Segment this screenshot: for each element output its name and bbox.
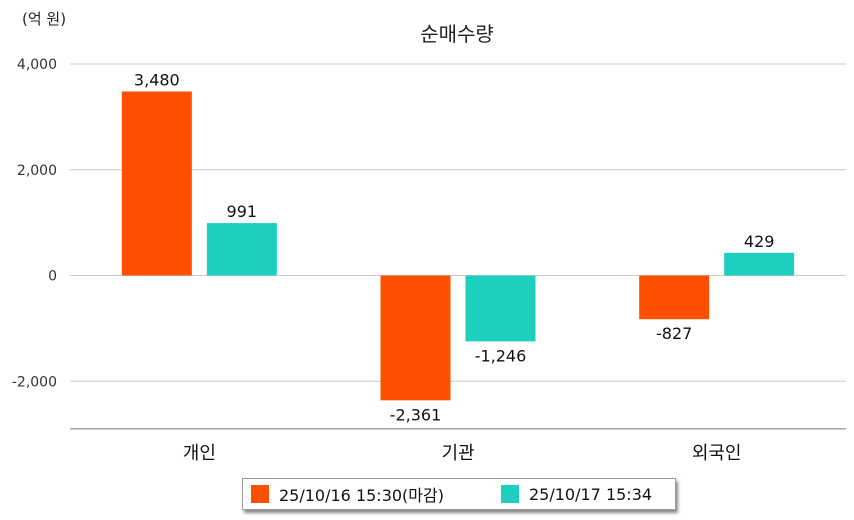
legend-item-series-1[interactable]: 25/10/16 15:30(마감) xyxy=(251,479,444,509)
legend-swatch-series-1 xyxy=(251,485,269,503)
bar-2-1 xyxy=(206,223,277,276)
legend-label-series-1: 25/10/16 15:30(마감) xyxy=(279,486,444,505)
legend: 25/10/16 15:30(마감) 25/10/17 15:34 xyxy=(242,478,676,510)
bar-2-2 xyxy=(465,275,536,342)
legend-label-series-2: 25/10/17 15:34 xyxy=(529,484,653,504)
legend-swatch-series-2 xyxy=(501,485,519,503)
y-tick-label: 0 xyxy=(48,269,57,285)
legend-item-series-2[interactable]: 25/10/17 15:34 xyxy=(501,479,652,509)
bar-1-1 xyxy=(121,91,192,276)
x-tick-label: 기관 xyxy=(441,443,474,464)
data-label: 3,480 xyxy=(134,70,180,89)
data-label: -827 xyxy=(656,324,692,343)
data-label: 429 xyxy=(744,232,775,251)
bar-2-3 xyxy=(724,252,795,276)
y-tick-label: -2,000 xyxy=(12,374,57,390)
bar-chart: 4,000 2,000 0 -2,000 3,480 991 개인 -2,361 -1,246 기… xyxy=(12,57,846,464)
data-label: -1,246 xyxy=(475,346,527,365)
chart-title: 순매수량 xyxy=(420,22,494,46)
x-tick-label: 외국인 xyxy=(692,443,742,464)
bar-1-2 xyxy=(380,275,451,401)
bar-1-3 xyxy=(639,275,710,320)
y-tick-label: 4,000 xyxy=(17,57,57,73)
data-label: -2,361 xyxy=(390,405,442,424)
unit-label: (억 원) xyxy=(22,10,67,28)
y-tick-label: 2,000 xyxy=(17,163,57,179)
x-tick-label: 개인 xyxy=(183,443,216,464)
data-label: 991 xyxy=(227,202,258,221)
